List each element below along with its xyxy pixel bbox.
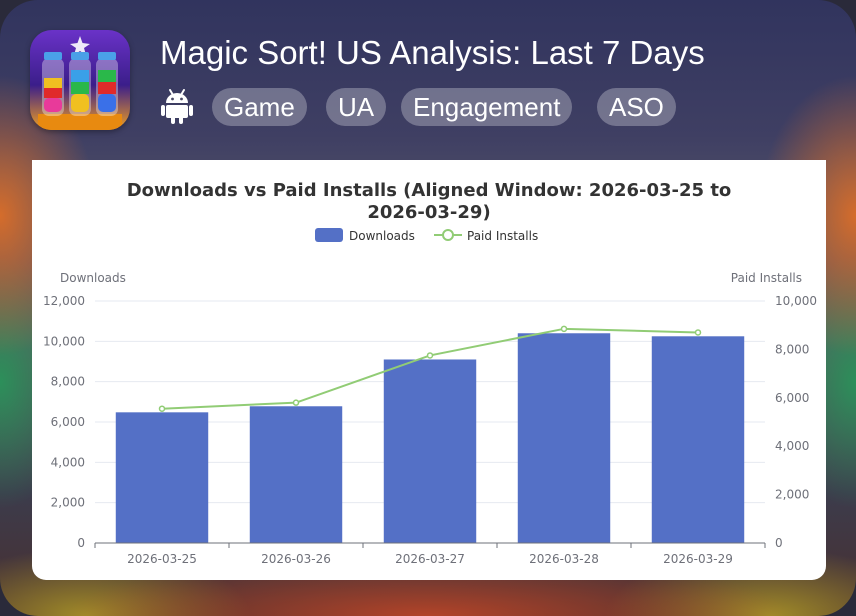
point-paid-installs xyxy=(158,405,166,412)
bar-downloads xyxy=(249,406,343,543)
y-left-tick-label: 10,000 xyxy=(43,334,85,348)
bar-downloads xyxy=(383,359,477,543)
y-right-tick-label: 6,000 xyxy=(775,391,809,405)
point-paid-installs xyxy=(292,399,300,406)
x-tick-label: 2026-03-28 xyxy=(529,552,599,566)
y-left-tick-label: 0 xyxy=(77,536,85,550)
page-title: Magic Sort! US Analysis: Last 7 Days xyxy=(160,34,705,71)
x-tick-label: 2026-03-26 xyxy=(261,552,331,566)
legend-swatch-paid-installs-marker xyxy=(442,229,454,241)
bar-downloads xyxy=(115,412,209,543)
chart-card: Downloads vs Paid Installs (Aligned Wind… xyxy=(32,160,826,580)
tag-engagement[interactable]: Engagement xyxy=(401,88,573,126)
chart-title-line-1: Downloads vs Paid Installs (Aligned Wind… xyxy=(126,180,732,201)
x-tick-label: 2026-03-25 xyxy=(127,552,197,566)
y-right-tick-label: 0 xyxy=(775,536,783,550)
point-paid-installs xyxy=(426,352,434,359)
point-paid-installs xyxy=(560,325,568,333)
point-paid-installs xyxy=(694,329,702,336)
x-tick-label: 2026-03-29 xyxy=(663,552,733,566)
y-left-tick-label: 4,000 xyxy=(51,455,85,469)
y-left-tick-label: 8,000 xyxy=(51,375,85,389)
y-left-tick-label: 6,000 xyxy=(51,415,85,429)
chart-svg: 0 2,000 4,000 6,000 8,000 10,000 12,000 0 2,000 4… xyxy=(43,228,817,566)
header: Magic Sort! US Analysis: Last 7 Days Gam… xyxy=(0,0,856,160)
chart-title-line-2: 2026-03-29) xyxy=(367,202,491,223)
bar-downloads xyxy=(651,336,745,543)
y-left-tick-label: 12,000 xyxy=(43,294,85,308)
y-left-tick-label: 2,000 xyxy=(51,496,85,510)
legend-swatch-downloads xyxy=(315,228,343,242)
y-right-tick-label: 8,000 xyxy=(775,342,809,356)
legend-label-downloads: Downloads xyxy=(349,229,415,243)
magic-sort-app-icon xyxy=(30,30,130,130)
y-right-axis-title: Paid Installs xyxy=(731,271,802,285)
y-left-axis-title: Downloads xyxy=(60,271,126,285)
tag-game[interactable]: Game xyxy=(212,88,307,126)
tag-aso[interactable]: ASO xyxy=(597,88,676,126)
y-right-tick-label: 2,000 xyxy=(775,488,809,502)
bar-downloads xyxy=(517,333,611,543)
y-right-tick-label: 10,000 xyxy=(775,294,817,308)
legend-label-paid-installs: Paid Installs xyxy=(467,229,538,243)
android-icon xyxy=(161,89,193,124)
x-tick-label: 2026-03-27 xyxy=(395,552,465,566)
tag-ua[interactable]: UA xyxy=(326,88,387,126)
y-right-tick-label: 4,000 xyxy=(775,439,809,453)
chart-title: Downloads vs Paid Installs (Aligned Wind… xyxy=(32,180,826,224)
